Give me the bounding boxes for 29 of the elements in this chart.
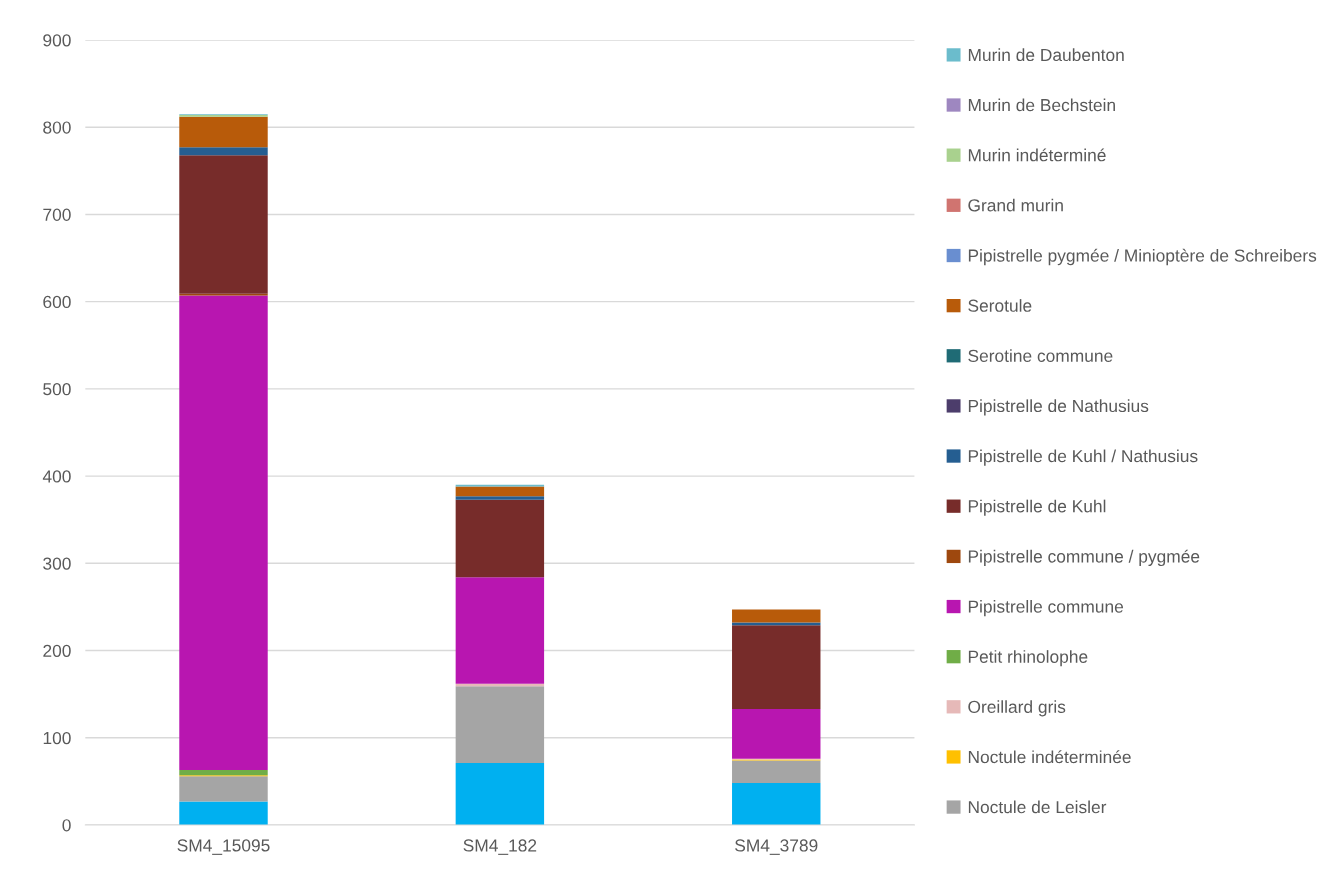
y-tick-label: 400: [42, 470, 71, 483]
legend-label: Pipistrelle de Nathusius: [968, 399, 1149, 416]
legend-label: Grand murin: [968, 198, 1063, 212]
y-tick-label: 800: [43, 121, 71, 134]
legend-label: Pipistrelle de Kuhl / Nathusius: [968, 449, 1198, 466]
y-tick-label: 500: [43, 383, 71, 396]
legend-label: Murin de Daubenton: [968, 48, 1124, 62]
y-tick-label: 700: [43, 208, 71, 221]
legend-label: Murin de Bechstein: [968, 98, 1115, 112]
legend-label: Serotine commune: [968, 349, 1113, 362]
legend-label: Pipistrelle commune: [968, 600, 1124, 617]
legend-label: Pipistrelle pygmée / Minioptère de Schreibers: [968, 248, 1317, 266]
y-tick-label: 300: [43, 557, 71, 570]
legend-label: Oreillard gris: [968, 700, 1066, 717]
y-tick-label: 100: [43, 731, 71, 745]
y-tick-label: 600: [43, 295, 71, 309]
legend-label: Murin indéterminé: [968, 148, 1106, 162]
legend-label: Pipistrelle commune / pygmée: [968, 549, 1200, 567]
x-tick-label: SM4_15095: [177, 839, 270, 855]
legend-label: Noctule indéterminée: [968, 750, 1131, 764]
legend-label: Petit rhinolophe: [968, 650, 1088, 667]
x-tick-label: SM4_3789: [735, 839, 818, 855]
y-tick-label: 200: [43, 644, 71, 657]
legend-label: Noctule de Leisler: [968, 800, 1107, 814]
legend-label: Pipistrelle de Kuhl: [968, 499, 1106, 516]
y-tick-label: 900: [43, 34, 71, 47]
legend-label: Serotule: [968, 299, 1032, 312]
x-tick-label: SM4_182: [463, 839, 537, 855]
y-tick-label: 0: [62, 819, 71, 832]
